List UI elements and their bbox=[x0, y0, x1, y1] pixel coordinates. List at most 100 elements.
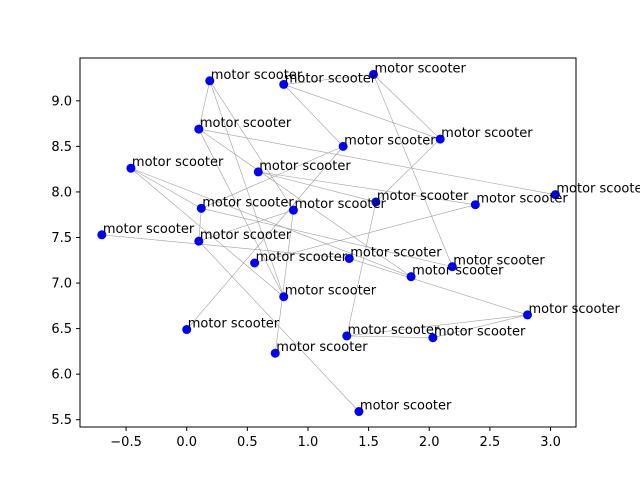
point-label: motor scooter bbox=[211, 68, 303, 83]
edge-line bbox=[373, 74, 441, 140]
scatter-point bbox=[354, 407, 364, 417]
y-tick-label: 6.0 bbox=[51, 368, 72, 383]
point-label: motor scooter bbox=[202, 195, 294, 210]
scatter-point bbox=[522, 310, 532, 320]
scatter-point bbox=[194, 124, 204, 134]
x-tick-label: 2.5 bbox=[480, 435, 501, 450]
points-layer bbox=[97, 69, 560, 417]
edges-layer bbox=[101, 74, 556, 412]
x-tick-label: 0.0 bbox=[176, 435, 197, 450]
point-label: motor scooter bbox=[294, 197, 386, 212]
point-label: motor scooter bbox=[374, 61, 466, 76]
edge-line bbox=[258, 171, 476, 205]
y-axis: 5.5 6.0 6.5 7.0 7.5 8.0 8.5 9.0 bbox=[51, 94, 80, 428]
scatter-point bbox=[550, 190, 560, 200]
scatter-point bbox=[470, 200, 480, 210]
scatter-point bbox=[250, 258, 260, 268]
scatter-point bbox=[253, 167, 263, 177]
scatter-point bbox=[270, 348, 280, 358]
scatter-point bbox=[288, 205, 298, 215]
point-label: motor scooter bbox=[188, 317, 280, 332]
scatter-point bbox=[406, 272, 416, 282]
scatter-point bbox=[97, 230, 107, 240]
x-tick-label: 1.5 bbox=[358, 435, 379, 450]
edge-line bbox=[283, 84, 344, 147]
edge-line bbox=[130, 167, 202, 209]
point-label: motor scooter bbox=[344, 133, 436, 148]
scatter-point bbox=[371, 197, 381, 207]
point-label: motor scooter bbox=[256, 250, 348, 265]
point-label: motor scooter bbox=[103, 222, 195, 237]
scatter-point bbox=[428, 333, 438, 343]
edge-line bbox=[101, 234, 350, 259]
edge-line bbox=[198, 128, 412, 277]
x-tick-label: −0.5 bbox=[110, 435, 142, 450]
scatter-point bbox=[368, 69, 378, 79]
edge-line bbox=[198, 128, 285, 297]
plot-frame bbox=[79, 57, 577, 428]
point-label: motor scooter bbox=[348, 323, 440, 338]
scatter-point bbox=[194, 236, 204, 246]
edge-line bbox=[283, 84, 441, 140]
scatter-point bbox=[279, 292, 289, 302]
edge-line bbox=[130, 167, 412, 277]
edge-line bbox=[198, 209, 294, 242]
scatter-point bbox=[447, 262, 457, 272]
point-label: motor scooter bbox=[360, 399, 452, 414]
edge-line bbox=[283, 74, 374, 85]
edge-line bbox=[201, 208, 453, 267]
point-label: motor scooter bbox=[200, 228, 292, 243]
scatter-point bbox=[435, 134, 445, 144]
scatter-point bbox=[126, 163, 136, 173]
edge-line bbox=[186, 146, 344, 330]
point-label: motor scooter bbox=[276, 340, 368, 355]
point-label: motor scooter bbox=[453, 254, 545, 269]
y-tick-label: 9.0 bbox=[51, 94, 72, 109]
edge-line bbox=[198, 208, 202, 242]
scatter-point bbox=[205, 76, 215, 86]
edge-line bbox=[349, 258, 528, 316]
y-tick-label: 6.5 bbox=[51, 322, 72, 337]
point-label: motor scooter bbox=[285, 71, 377, 86]
point-label: motor scooter bbox=[200, 116, 292, 131]
scatter-point bbox=[344, 253, 354, 263]
x-tick-label: 3.0 bbox=[540, 435, 561, 450]
edge-line bbox=[209, 80, 294, 211]
edge-line bbox=[198, 240, 360, 412]
point-label: motor scooter bbox=[132, 155, 224, 170]
scatter-point bbox=[342, 331, 352, 341]
point-label: motor scooter bbox=[350, 245, 442, 260]
point-label: motor scooter bbox=[441, 126, 533, 141]
edge-line bbox=[130, 168, 284, 297]
scatter-point bbox=[196, 203, 206, 213]
edge-line bbox=[274, 210, 294, 354]
point-label: motor scooter bbox=[556, 182, 640, 197]
point-label: motor scooter bbox=[476, 192, 568, 207]
edge-line bbox=[432, 314, 528, 339]
edge-line bbox=[346, 314, 528, 337]
edge-line bbox=[198, 128, 556, 195]
point-label: motor scooter bbox=[259, 159, 351, 174]
edge-line bbox=[198, 80, 211, 130]
y-tick-label: 8.0 bbox=[51, 185, 72, 200]
point-label: motor scooter bbox=[528, 302, 620, 317]
y-tick-label: 5.5 bbox=[51, 413, 72, 428]
edge-line bbox=[346, 201, 377, 336]
edge-line bbox=[258, 171, 376, 203]
edge-line bbox=[201, 146, 344, 209]
x-axis: −0.5 0.0 0.5 1.0 1.5 2.0 2.5 3.0 bbox=[110, 427, 561, 450]
edge-line bbox=[254, 204, 476, 264]
point-label: motor scooter bbox=[412, 264, 504, 279]
x-tick-label: 0.5 bbox=[237, 435, 258, 450]
x-tick-label: 1.0 bbox=[298, 435, 319, 450]
scatter-point bbox=[279, 79, 289, 89]
point-label: motor scooter bbox=[377, 189, 469, 204]
point-label: motor scooter bbox=[285, 284, 377, 299]
y-tick-label: 7.0 bbox=[51, 277, 72, 292]
scatter-point bbox=[338, 141, 348, 151]
y-tick-label: 7.5 bbox=[51, 231, 72, 246]
x-tick-label: 2.0 bbox=[419, 435, 440, 450]
edge-line bbox=[373, 74, 453, 267]
